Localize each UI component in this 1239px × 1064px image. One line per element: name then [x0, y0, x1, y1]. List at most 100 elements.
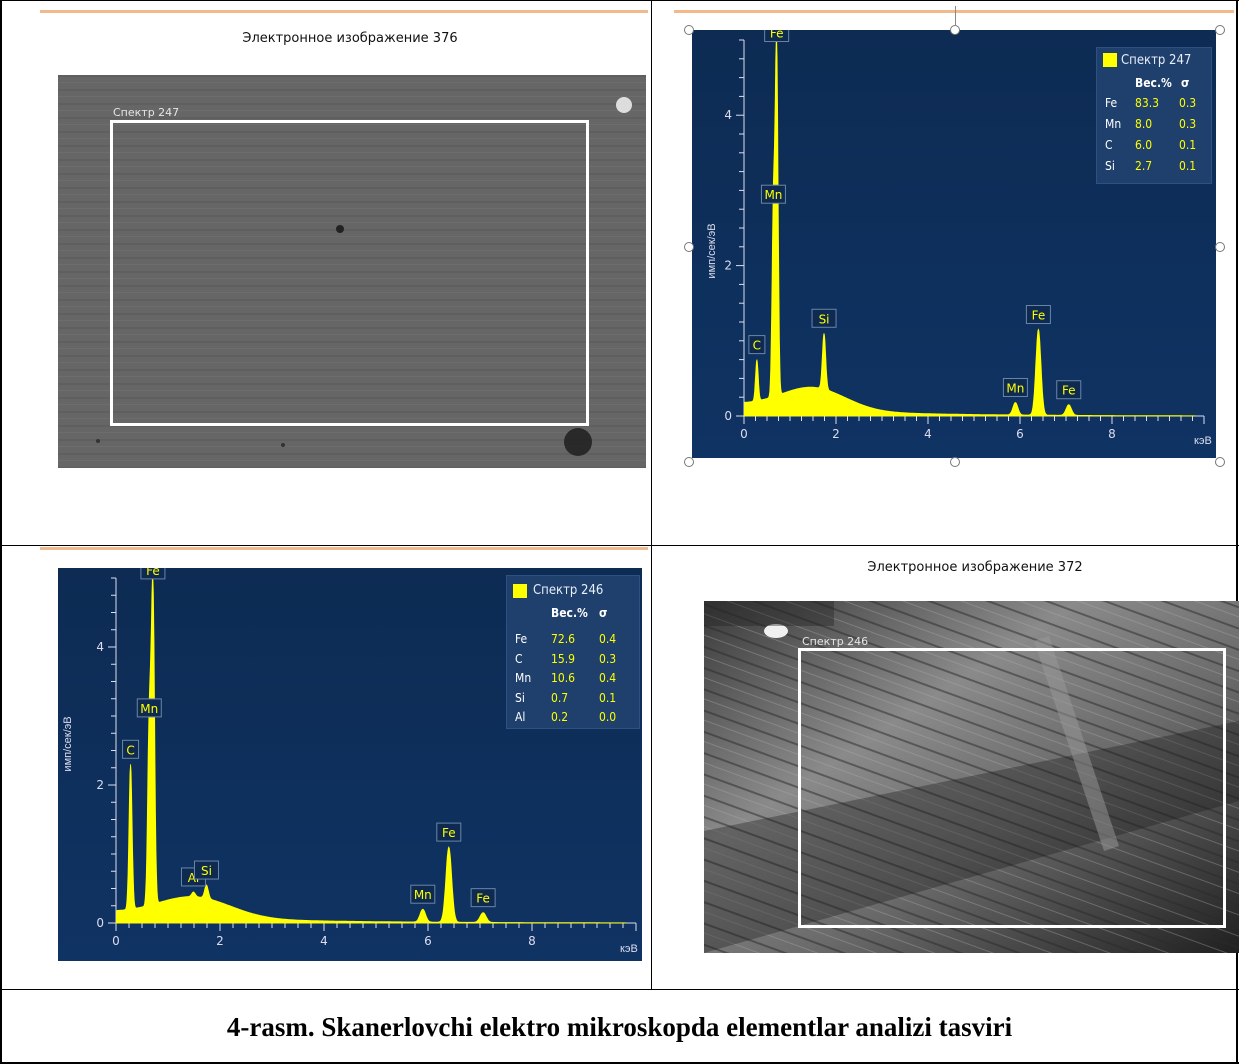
peak-label: Fe	[1062, 384, 1076, 398]
legend-weight: 8.0	[1135, 117, 1153, 131]
resize-handle[interactable]	[950, 25, 960, 35]
x-tick-label: 0	[112, 934, 120, 948]
legend-weight: 6.0	[1135, 138, 1153, 152]
peak-label-box	[748, 335, 766, 355]
legend-element: C	[515, 651, 523, 666]
peak-label-box	[436, 822, 462, 842]
y-tick-label: 4	[96, 640, 104, 654]
y-tick-label: 4	[724, 108, 732, 122]
x-tick-label: 8	[1108, 427, 1116, 441]
figure-caption: 4-rasm. Skanerlovchi elektro mikroskopda…	[226, 1012, 1013, 1042]
peak-label-box	[811, 308, 837, 328]
peak-label: Al	[188, 871, 200, 885]
peak-label: Si	[819, 312, 830, 326]
peak-label: Mn	[764, 188, 782, 202]
y-tick-label: 0	[96, 916, 104, 930]
legend-element: Fe	[515, 632, 528, 646]
spectrum-legend: Спектр 246 Вес.% σ Fe 72.6 0.4 C 15.9 0.3 Mn 10…	[506, 575, 640, 729]
y-tick-label: 2	[724, 259, 732, 273]
peak-label: Mn	[1006, 381, 1024, 395]
legend-sigma: 0.1	[599, 690, 617, 705]
accent-line	[40, 10, 648, 13]
eds-spectrum-246: 0 2 4 6 8 0 2 4 C Fe Mn Al Si Mn Fe Fe Спектр 246 Вес.%…	[58, 560, 642, 961]
legend-sigma: 0.3	[1179, 96, 1197, 110]
x-tick-label: 0	[740, 427, 748, 441]
column-header-sigma: σ	[599, 606, 608, 620]
peak-label: Mn	[414, 888, 432, 902]
x-tick-label: 4	[924, 427, 932, 441]
legend-swatch	[513, 584, 527, 598]
resize-handle[interactable]	[1215, 25, 1225, 35]
resize-handle[interactable]	[684, 457, 694, 467]
y-axis-label: имп/сек/эВ	[706, 223, 718, 279]
spectrum-legend: Спектр 247 Вес.% σ Fe 83.3 0.3 Mn 8.0 0.3 C 6.0…	[1096, 47, 1212, 184]
x-tick-label: 6	[424, 934, 432, 948]
legend-weight: 83.3	[1135, 96, 1160, 110]
peak-label-box	[136, 698, 162, 718]
accent-line	[40, 547, 648, 550]
table-border-right	[1236, 0, 1238, 1064]
column-header-sigma: σ	[1181, 76, 1190, 90]
roi-box[interactable]	[110, 120, 589, 426]
peak-label-box	[1056, 380, 1082, 400]
peak-label: C	[753, 339, 761, 353]
legend-sigma: 0.0	[599, 710, 617, 724]
y-tick-label: 0	[724, 409, 732, 423]
peak-label: Si	[201, 864, 212, 878]
legend-element: C	[1105, 138, 1113, 152]
legend-element: Mn	[1105, 117, 1122, 131]
legend-element: Mn	[515, 671, 532, 685]
peak-label: Fe	[442, 826, 456, 840]
peak-label: Fe	[146, 568, 160, 578]
peak-label: Mn	[140, 702, 158, 716]
roi-label: Спектр 246	[802, 635, 869, 648]
table-border-bottom	[0, 1062, 1239, 1064]
peak-label-box	[193, 860, 219, 880]
roi-label: Спектр 247	[113, 106, 180, 119]
column-header-wt: Вес.%	[551, 606, 588, 620]
sem-title: Электронное изображение 372	[867, 560, 1083, 575]
eds-spectrum-247: 0 2 4 6 8 0 2 4 C Fe Mn Si Mn Fe Fe Спектр 247 Вес.% σ…	[692, 23, 1216, 458]
legend-weight: 2.7	[1135, 159, 1153, 173]
peak-label-box	[1025, 305, 1051, 325]
resize-handle[interactable]	[950, 457, 960, 467]
table-divider-vertical	[651, 0, 652, 990]
legend-sigma: 0.1	[1179, 159, 1197, 173]
peak-label-box	[760, 184, 786, 204]
legend-element: Al	[515, 710, 526, 724]
legend-weight: 0.2	[551, 710, 569, 724]
spectrum-series	[115, 577, 626, 924]
x-tick-label: 8	[528, 934, 536, 948]
sem-micrograph	[704, 601, 1239, 953]
x-axis-label: кэВ	[1194, 435, 1212, 447]
resize-handle[interactable]	[1215, 242, 1225, 252]
resize-handle[interactable]	[684, 25, 694, 35]
legend-weight: 0.7	[551, 690, 569, 705]
peak-label-box	[470, 888, 496, 908]
x-tick-label: 4	[320, 934, 328, 948]
peak-label: Fe	[770, 30, 784, 41]
legend-title: Спектр 247	[1121, 53, 1192, 68]
legend-swatch	[1103, 53, 1117, 67]
peak-label-box	[122, 739, 140, 759]
y-tick-label: 2	[96, 778, 104, 792]
resize-handle[interactable]	[1215, 457, 1225, 467]
roi-box[interactable]	[798, 648, 1226, 928]
peak-label: C	[126, 743, 134, 757]
y-axis-label: имп/сек/эВ	[62, 716, 74, 772]
accent-line	[674, 10, 1234, 13]
spectrum-series	[743, 39, 1196, 417]
peak-label-box	[1002, 377, 1028, 397]
x-tick-label: 6	[1016, 427, 1024, 441]
x-axis-label: кэВ	[620, 943, 638, 955]
x-tick-label: 2	[832, 427, 840, 441]
legend-element: Si	[515, 690, 525, 705]
rotate-handle-line	[955, 6, 956, 26]
column-header-wt: Вес.%	[1135, 76, 1172, 90]
table-border-top	[0, 0, 1239, 1]
peak-label: Fe	[1032, 309, 1046, 323]
legend-title: Спектр 246	[533, 583, 604, 598]
resize-handle[interactable]	[684, 242, 694, 252]
peak-label-box	[410, 884, 436, 904]
